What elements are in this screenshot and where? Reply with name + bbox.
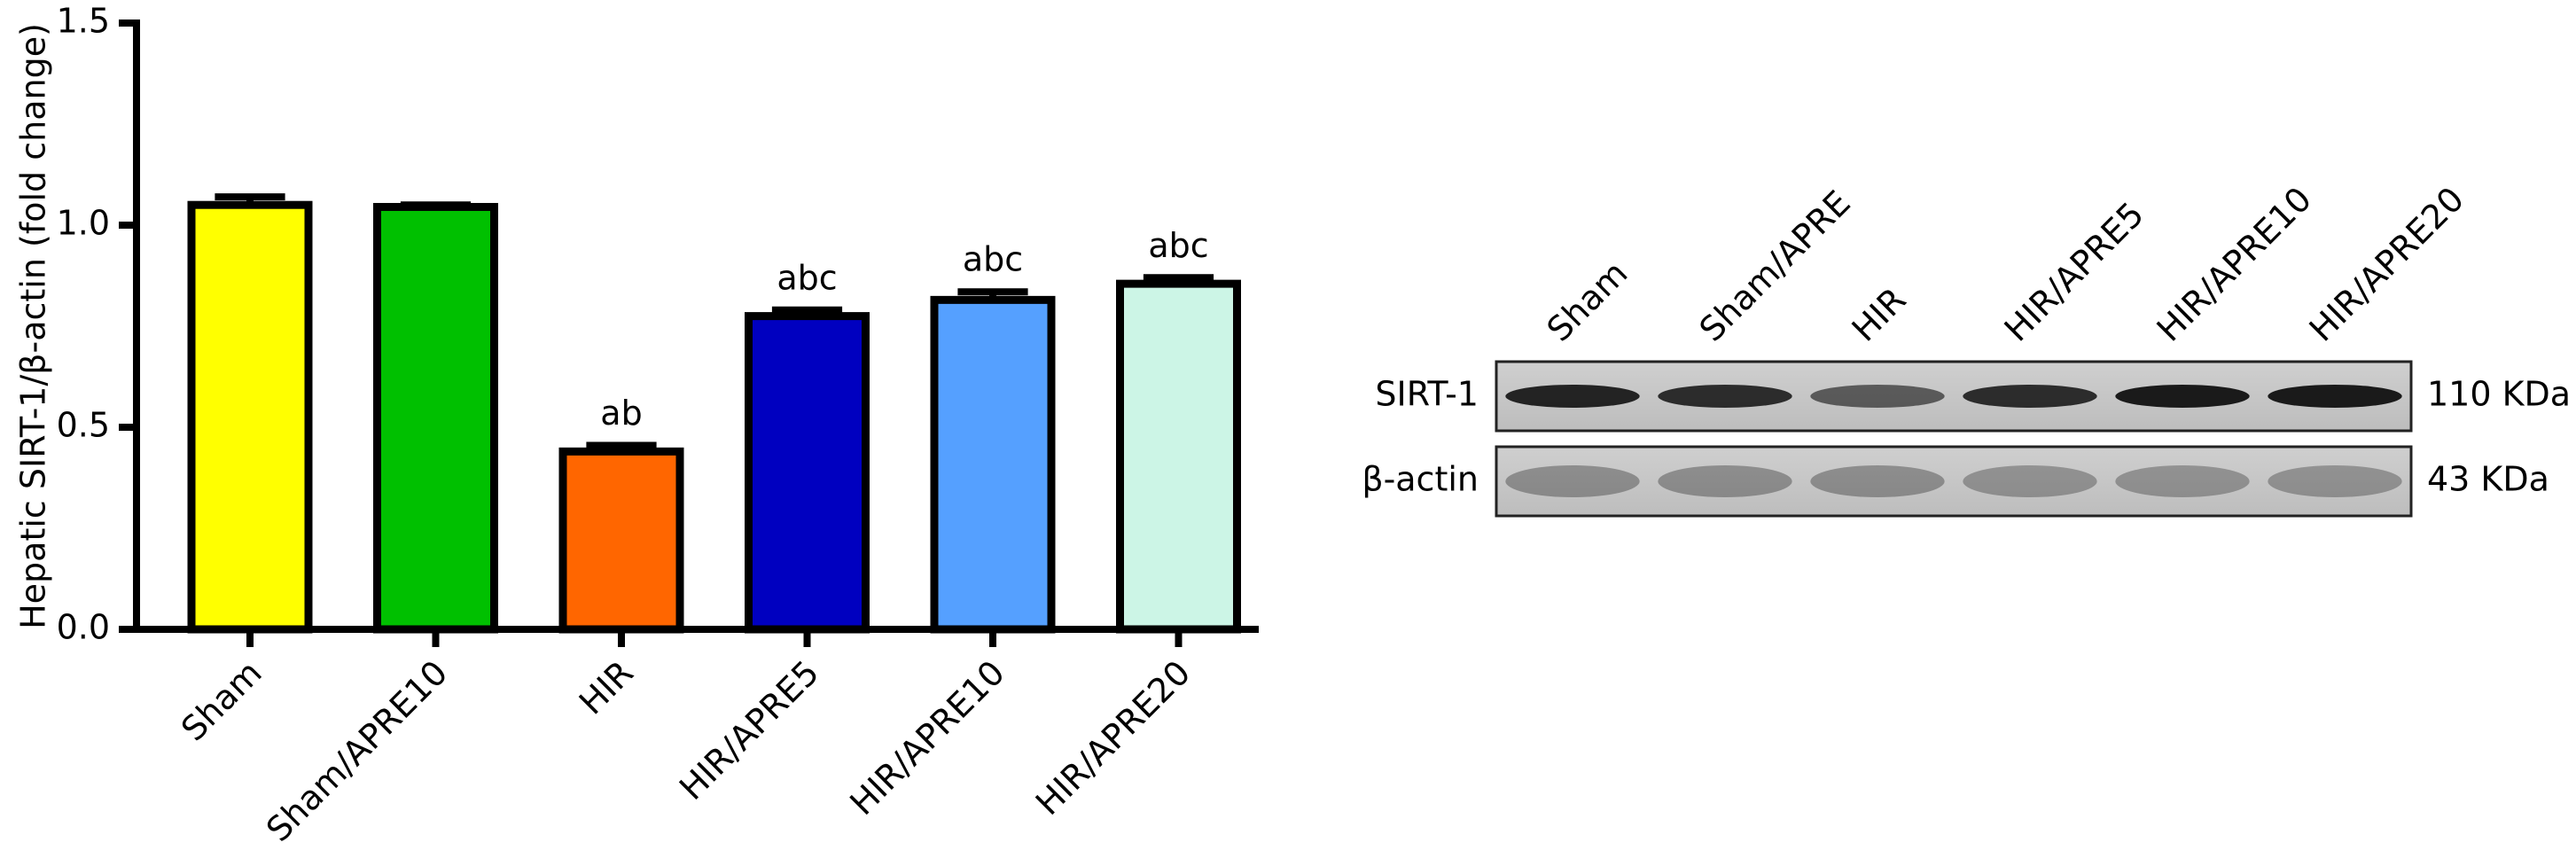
x-tick-label: HIR/APRE10 [842,653,1011,823]
bar [558,447,684,634]
y-tick-label: 1.5 [57,2,110,41]
band [1505,465,1640,497]
band [1963,465,2097,497]
x-tick-label: HIR/APRE5 [672,653,826,807]
blot-panel [1495,445,2413,518]
size-label: 110 KDa [2427,375,2571,414]
x-tick-label: Sham/APRE10 [259,653,455,849]
band [1505,385,1640,408]
blot-panel [1495,360,2413,433]
band [2268,385,2402,408]
bar [1116,279,1241,634]
size-label: 43 KDa [2427,460,2549,499]
row-label: SIRT-1 [1375,375,1479,414]
bar [373,202,498,634]
annotation: abc [777,258,837,297]
lane-label: HIR/APRE5 [1997,194,2151,348]
annotation: abc [1148,226,1208,265]
annotation: ab [600,394,642,433]
y-tick-label: 0.0 [57,608,110,647]
x-tick-label: Sham [174,653,269,749]
band [1658,465,1792,497]
band [1810,465,1945,497]
bar [745,312,870,634]
x-tick-label: HIR/APRE20 [1028,653,1198,823]
lane-label: Sham/APRE [1692,183,1858,349]
band [1963,385,2097,408]
y-tick-label: 1.0 [57,204,110,243]
y-tick-label: 0.5 [57,406,110,445]
band [2115,385,2250,408]
bar [930,295,1056,634]
bar [187,200,313,634]
lane-label: HIR [1845,280,1914,349]
lane-label: HIR/APRE10 [2150,179,2319,348]
band [2268,465,2402,497]
y-axis-label: Hepatic SIRT-1/β-actin (fold change) [14,23,53,629]
row-label: β-actin [1362,460,1479,499]
band [2115,465,2250,497]
x-tick-label: HIR [572,653,641,722]
lane-label: HIR/APRE20 [2302,179,2471,348]
lane-label: Sham [1540,254,1635,349]
annotation: abc [963,240,1023,279]
band [1658,385,1792,408]
band [1810,385,1945,408]
